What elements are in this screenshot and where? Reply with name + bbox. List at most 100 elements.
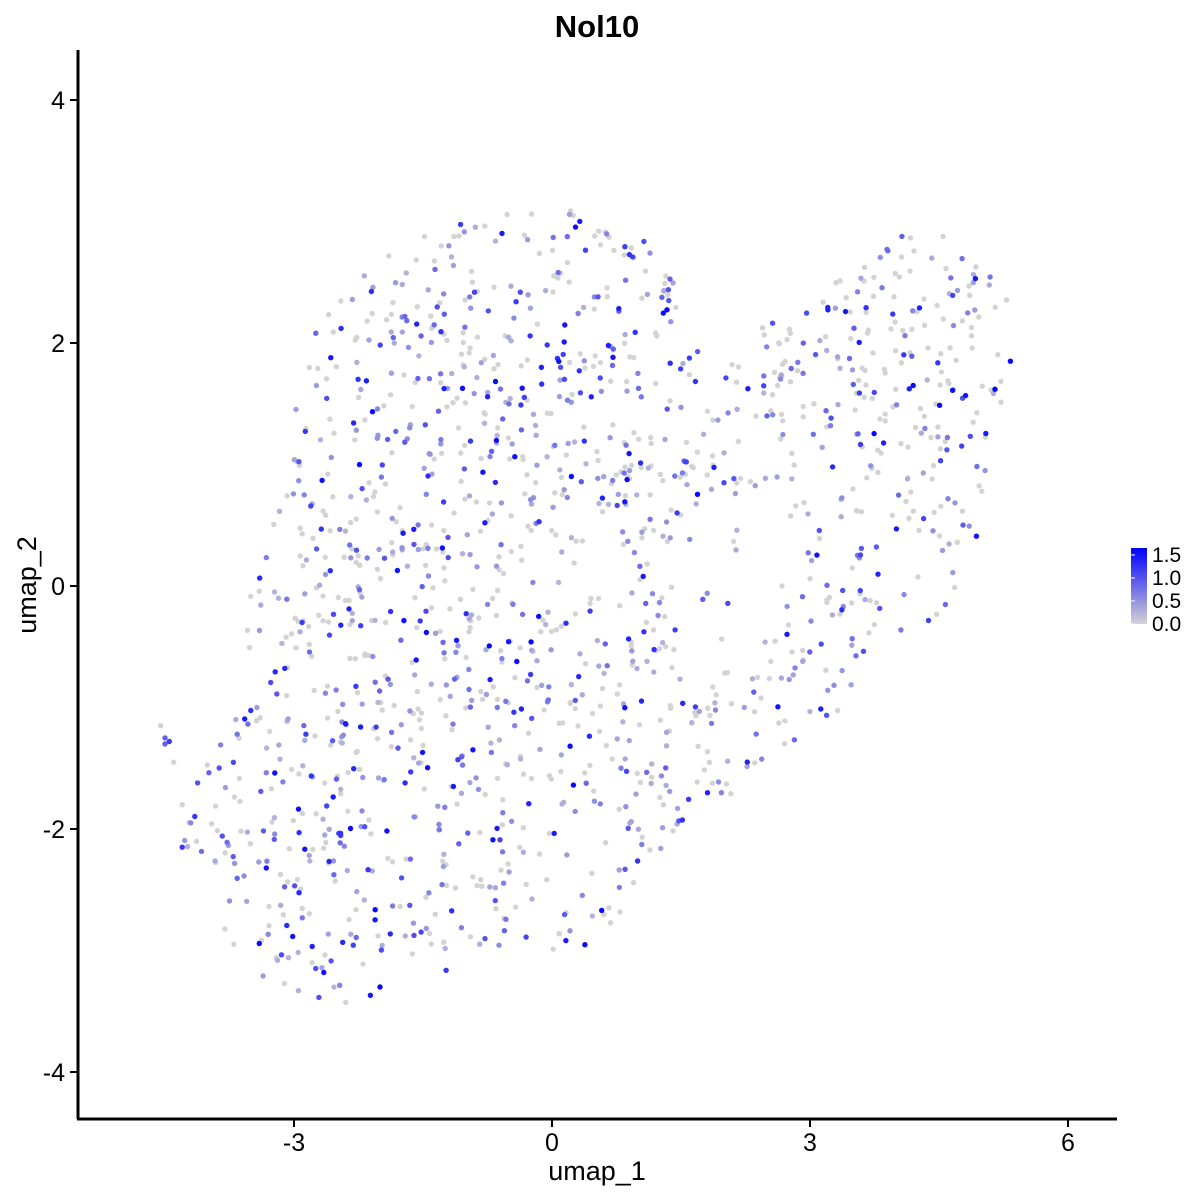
cell-point bbox=[338, 791, 344, 797]
cell-point bbox=[946, 541, 952, 547]
cell-point bbox=[846, 355, 853, 362]
cell-point bbox=[422, 422, 428, 428]
cell-point bbox=[632, 329, 638, 335]
cell-point bbox=[628, 245, 634, 251]
cell-point bbox=[637, 563, 643, 569]
cell-point bbox=[576, 368, 582, 374]
cell-point bbox=[877, 605, 883, 612]
cell-point bbox=[915, 574, 921, 580]
cell-point bbox=[968, 324, 975, 331]
cell-point bbox=[536, 519, 542, 525]
cell-point bbox=[791, 737, 798, 743]
cell-point bbox=[712, 700, 718, 706]
cell-point bbox=[278, 952, 285, 958]
color-legend: 0.00.51.01.5 bbox=[1131, 544, 1181, 636]
cell-point bbox=[561, 376, 568, 382]
cell-point bbox=[435, 408, 442, 414]
cell-point bbox=[527, 671, 534, 678]
cell-point bbox=[553, 532, 559, 538]
cell-point bbox=[572, 697, 578, 704]
cell-point bbox=[493, 612, 500, 619]
cell-point bbox=[595, 294, 601, 300]
cell-point bbox=[601, 473, 607, 480]
cell-point bbox=[770, 412, 776, 418]
cell-point bbox=[317, 437, 324, 443]
cell-point bbox=[338, 325, 344, 332]
cell-point bbox=[349, 610, 355, 616]
cell-point bbox=[440, 863, 447, 870]
cell-point bbox=[664, 307, 670, 313]
cell-point bbox=[467, 779, 473, 786]
cell-point bbox=[401, 617, 407, 624]
cell-point bbox=[368, 831, 374, 837]
cell-point bbox=[649, 761, 655, 767]
cell-point bbox=[319, 965, 325, 971]
cell-point bbox=[352, 437, 358, 443]
cell-point bbox=[222, 850, 228, 856]
cell-point bbox=[959, 255, 965, 262]
cell-point bbox=[656, 646, 663, 652]
cell-point bbox=[556, 393, 563, 400]
cell-point bbox=[790, 672, 796, 678]
cell-point bbox=[407, 856, 414, 862]
cell-point bbox=[568, 681, 575, 688]
cell-point bbox=[369, 409, 376, 415]
cell-point bbox=[490, 352, 497, 359]
cell-point bbox=[762, 639, 768, 645]
color-legend-bar bbox=[1131, 548, 1147, 624]
cell-point bbox=[170, 759, 177, 765]
cell-point bbox=[337, 840, 343, 846]
cell-point bbox=[945, 496, 951, 502]
cell-point bbox=[349, 618, 355, 624]
cell-point bbox=[895, 492, 902, 498]
cell-point bbox=[423, 608, 429, 614]
cell-point bbox=[523, 881, 529, 888]
cell-point bbox=[871, 621, 878, 628]
cell-point bbox=[793, 503, 799, 509]
cell-point bbox=[328, 355, 334, 361]
cell-point bbox=[421, 786, 427, 792]
cell-point bbox=[800, 647, 806, 653]
cell-point bbox=[670, 828, 676, 834]
cell-point bbox=[411, 541, 417, 548]
cell-point bbox=[610, 422, 616, 428]
cell-point bbox=[723, 375, 729, 381]
cell-point bbox=[322, 832, 328, 838]
cell-point bbox=[834, 707, 841, 714]
cell-point bbox=[158, 723, 164, 729]
cell-point bbox=[520, 771, 527, 777]
cell-point bbox=[451, 676, 458, 682]
cell-point bbox=[902, 333, 908, 339]
cell-point bbox=[939, 547, 946, 554]
cell-point bbox=[549, 527, 555, 534]
cell-point bbox=[856, 390, 863, 396]
cell-point bbox=[342, 721, 349, 727]
cell-point bbox=[575, 723, 581, 729]
cell-point bbox=[850, 486, 856, 492]
cell-point bbox=[327, 528, 333, 534]
cell-point bbox=[224, 839, 230, 845]
cell-point bbox=[253, 718, 260, 724]
cell-point bbox=[969, 345, 975, 351]
cell-point bbox=[800, 658, 806, 665]
cell-point bbox=[499, 230, 505, 237]
cell-point bbox=[459, 762, 466, 768]
cell-point bbox=[500, 797, 506, 803]
cell-point bbox=[367, 992, 374, 998]
cell-point bbox=[849, 636, 855, 642]
cell-point bbox=[285, 879, 291, 885]
cell-point bbox=[411, 755, 417, 761]
cell-point bbox=[271, 836, 277, 843]
cell-point bbox=[707, 712, 713, 719]
cell-point bbox=[708, 486, 715, 492]
cell-point bbox=[766, 675, 773, 682]
cell-point bbox=[496, 737, 503, 743]
cell-point bbox=[359, 594, 365, 600]
cell-point bbox=[775, 382, 781, 389]
cell-point bbox=[925, 617, 932, 624]
cell-point bbox=[916, 527, 922, 534]
cell-point bbox=[620, 529, 626, 535]
cell-point bbox=[542, 287, 549, 294]
cell-point bbox=[550, 289, 556, 295]
cell-point bbox=[563, 620, 569, 626]
